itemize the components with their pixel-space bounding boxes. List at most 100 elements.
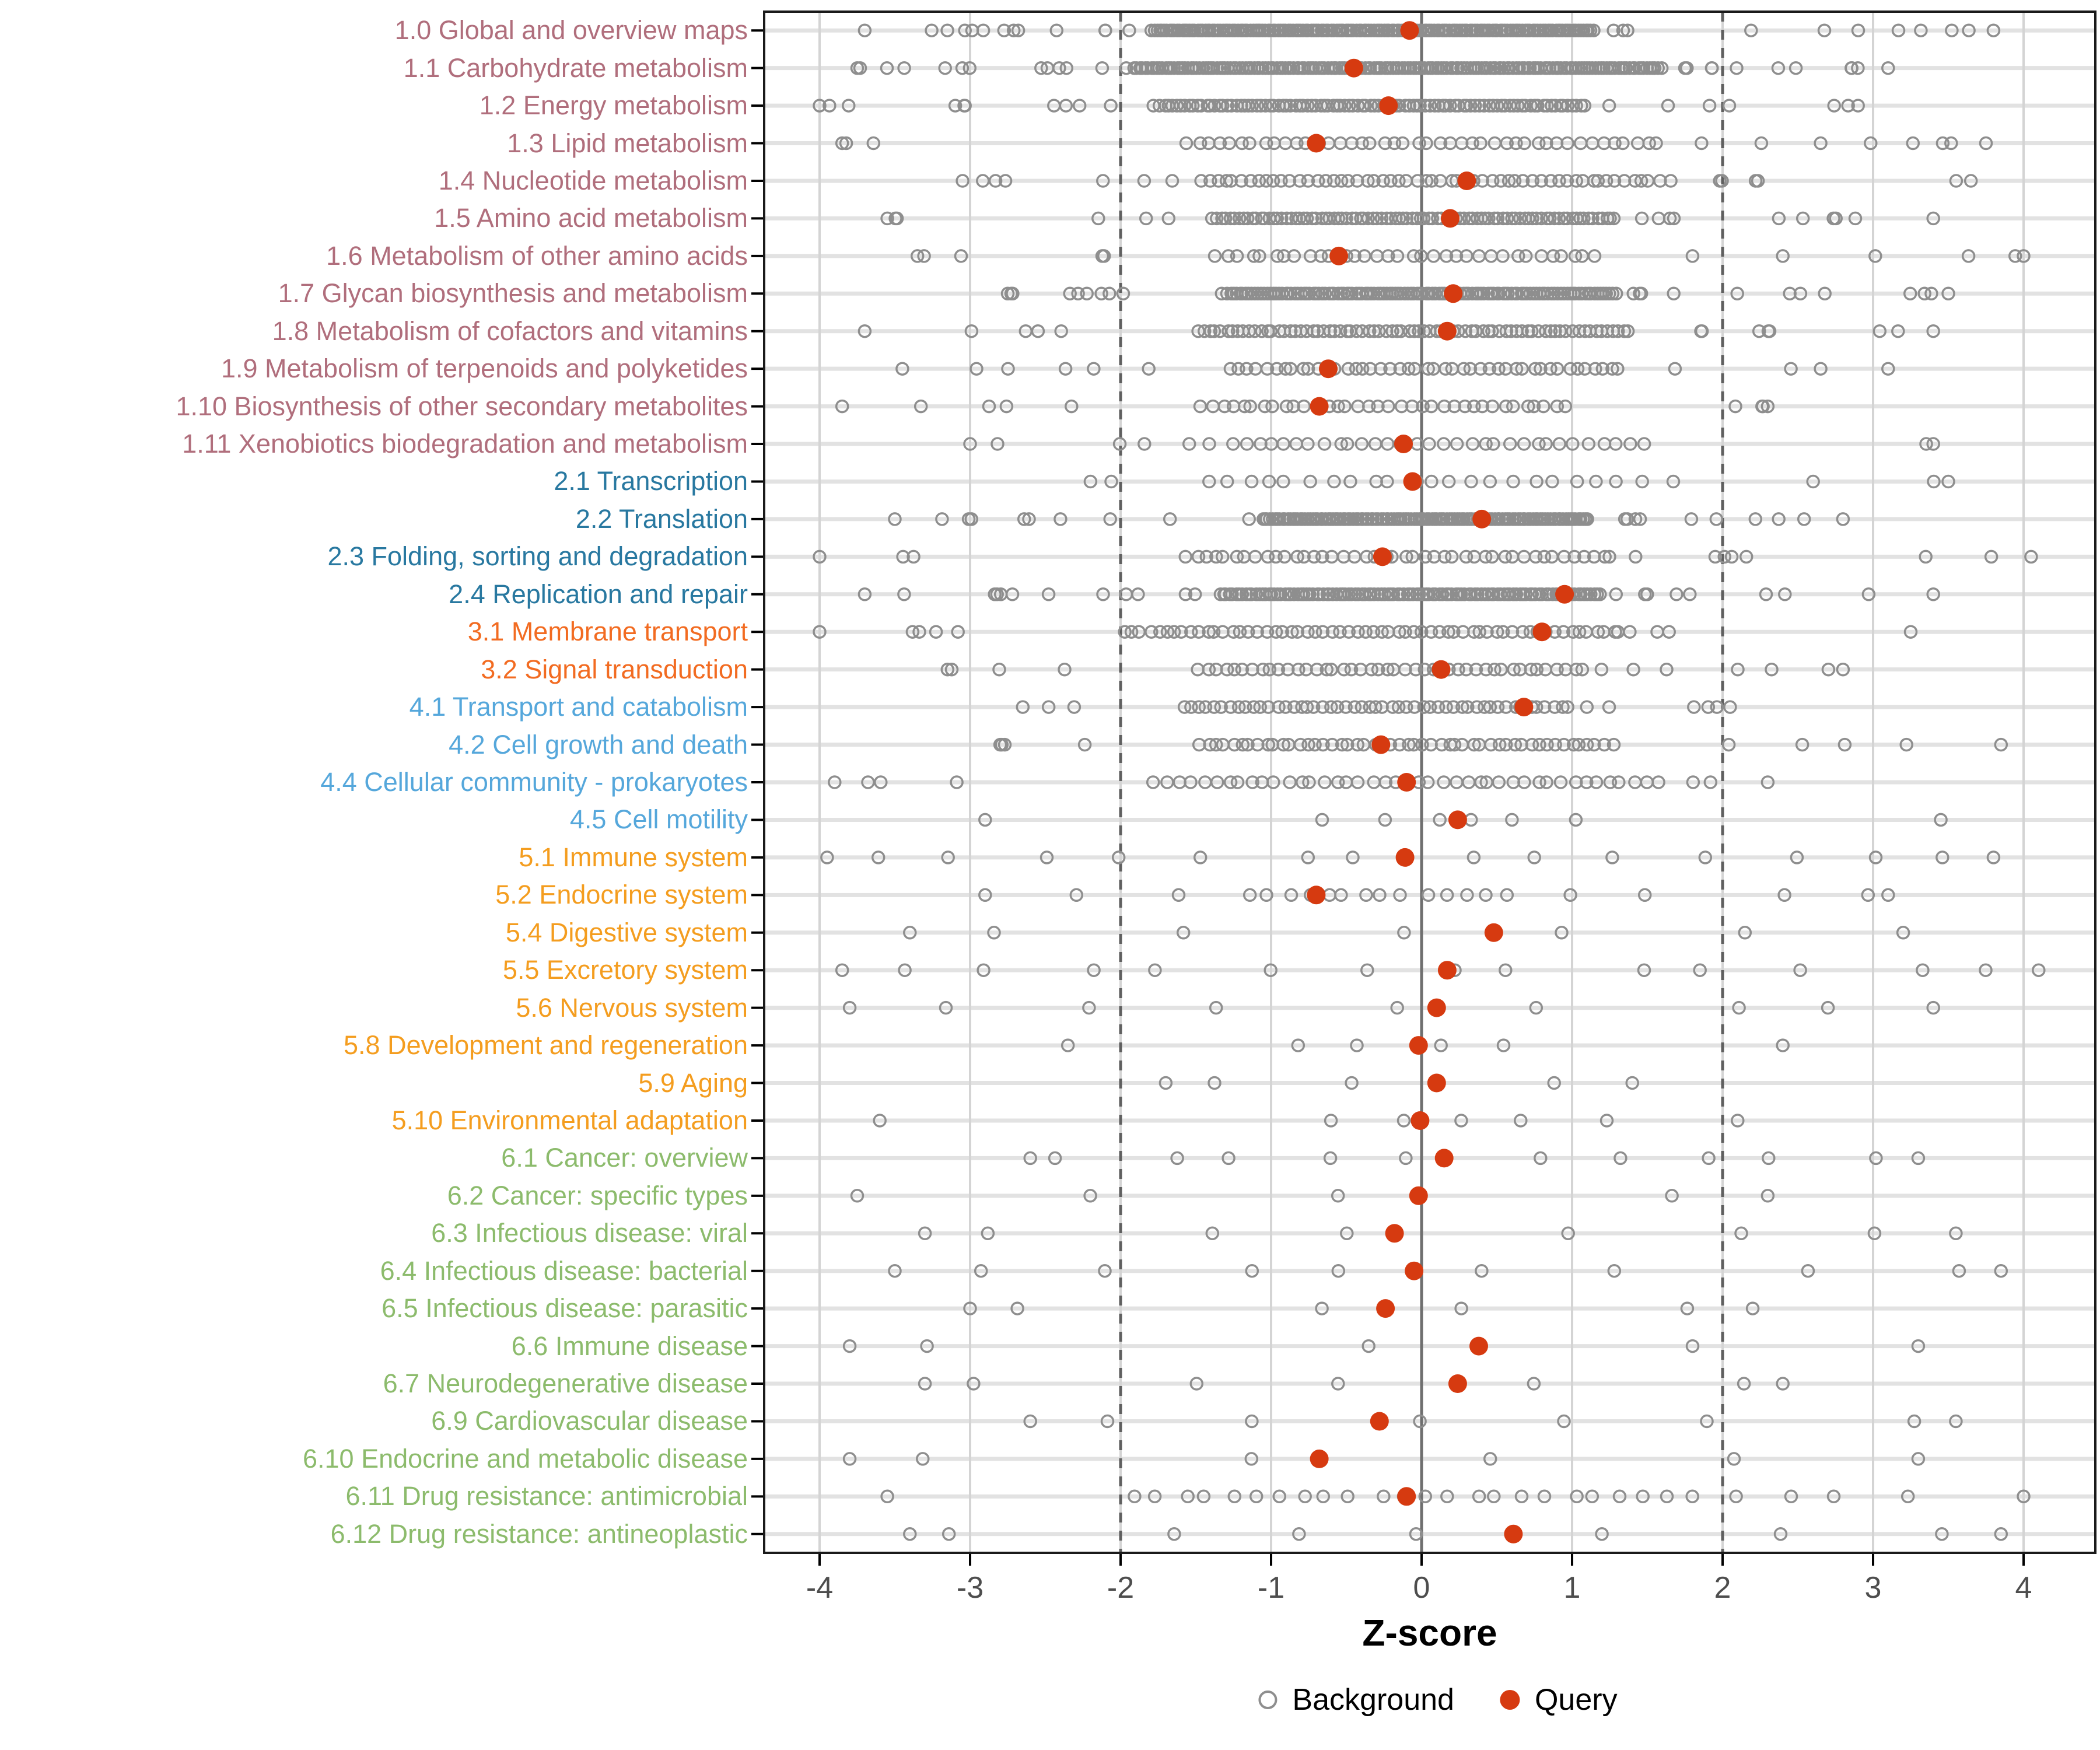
background-point xyxy=(939,1000,953,1015)
background-point xyxy=(1222,324,1236,338)
background-point xyxy=(1896,926,1910,940)
background-point xyxy=(1300,211,1314,226)
background-point xyxy=(1611,324,1625,338)
background-point xyxy=(1484,737,1498,752)
background-point xyxy=(1492,362,1506,376)
background-point xyxy=(1253,700,1267,714)
y-axis-label: 6.5 Infectious disease: parasitic xyxy=(382,1293,748,1324)
background-point xyxy=(1339,700,1353,714)
background-point xyxy=(1616,23,1630,37)
background-point xyxy=(1461,700,1475,714)
background-point xyxy=(1500,211,1514,226)
background-point xyxy=(1492,775,1506,789)
background-point xyxy=(1279,700,1293,714)
background-point xyxy=(1341,362,1356,376)
background-point xyxy=(1399,550,1413,564)
background-point xyxy=(1539,775,1553,789)
background-point xyxy=(1240,211,1255,226)
y-axis-label: 1.1 Carbohydrate metabolism xyxy=(403,52,748,83)
background-point xyxy=(1602,550,1616,564)
background-point xyxy=(1584,587,1598,601)
background-point xyxy=(1608,437,1623,451)
background-point xyxy=(1290,136,1304,150)
background-point xyxy=(1796,211,1810,226)
query-point xyxy=(1427,1073,1446,1093)
background-point xyxy=(1566,437,1580,451)
background-point xyxy=(1598,550,1612,564)
background-point xyxy=(1265,399,1279,414)
background-point xyxy=(1433,136,1448,150)
background-point xyxy=(1447,399,1461,414)
background-point xyxy=(1994,737,2008,752)
background-point xyxy=(1334,888,1348,902)
background-point xyxy=(1158,1076,1173,1090)
background-point xyxy=(1231,700,1246,714)
background-point xyxy=(1006,23,1021,37)
background-point xyxy=(1483,474,1497,489)
background-point xyxy=(1247,249,1261,263)
background-point xyxy=(1122,23,1136,37)
background-point xyxy=(871,850,886,864)
background-point xyxy=(1441,625,1455,639)
background-point xyxy=(1236,737,1250,752)
background-point xyxy=(1704,61,1719,75)
background-point xyxy=(1506,474,1520,489)
background-point xyxy=(1569,662,1583,677)
background-point xyxy=(1572,737,1586,752)
background-point xyxy=(1371,399,1385,414)
x-axis-tick-label: 2 xyxy=(1714,1571,1731,1605)
background-point xyxy=(1760,399,1775,414)
background-point xyxy=(1371,662,1385,677)
background-point xyxy=(1550,662,1564,677)
background-point xyxy=(1614,1151,1628,1166)
background-point xyxy=(1152,99,1167,113)
background-point xyxy=(1261,550,1275,564)
background-point xyxy=(1437,775,1451,789)
background-point xyxy=(1569,813,1583,827)
background-point xyxy=(1354,700,1369,714)
background-point xyxy=(1259,174,1273,188)
background-point xyxy=(1611,625,1625,639)
background-point xyxy=(920,1339,934,1353)
background-point xyxy=(1534,1151,1548,1166)
background-point xyxy=(1363,362,1377,376)
background-point xyxy=(1330,700,1345,714)
background-point xyxy=(1227,662,1241,677)
background-point xyxy=(982,399,996,414)
background-point xyxy=(1531,99,1545,113)
background-point xyxy=(1276,474,1290,489)
background-point xyxy=(1685,249,1700,263)
background-point xyxy=(1525,324,1539,338)
background-point xyxy=(1474,775,1488,789)
background-point xyxy=(1434,737,1449,752)
background-point xyxy=(1433,625,1447,639)
background-point xyxy=(1464,99,1478,113)
background-point xyxy=(1441,474,1456,489)
background-point xyxy=(1406,737,1421,752)
background-point xyxy=(1245,1414,1259,1429)
background-point xyxy=(1776,1038,1790,1052)
x-axis-tick-label: 3 xyxy=(1864,1571,1882,1605)
background-point xyxy=(1264,963,1278,977)
background-point xyxy=(1316,587,1331,601)
background-point xyxy=(1534,362,1548,376)
background-point xyxy=(1098,23,1112,37)
background-point xyxy=(1227,211,1241,226)
background-point xyxy=(1338,399,1352,414)
background-point xyxy=(1580,775,1594,789)
y-axis-label: 1.6 Metabolism of other amino acids xyxy=(326,240,748,271)
background-point xyxy=(1861,587,1876,601)
background-point xyxy=(1256,512,1270,526)
background-point xyxy=(1620,324,1635,338)
background-point xyxy=(1469,662,1483,677)
background-point xyxy=(1546,249,1560,263)
background-point xyxy=(1606,211,1621,226)
background-point xyxy=(1926,211,1940,226)
background-point xyxy=(1277,249,1291,263)
background-point xyxy=(1230,550,1244,564)
background-point xyxy=(1861,888,1875,902)
query-point xyxy=(1397,773,1416,792)
background-point xyxy=(1557,550,1572,564)
y-axis-label: 5.5 Excretory system xyxy=(502,955,748,985)
background-point xyxy=(1437,550,1452,564)
